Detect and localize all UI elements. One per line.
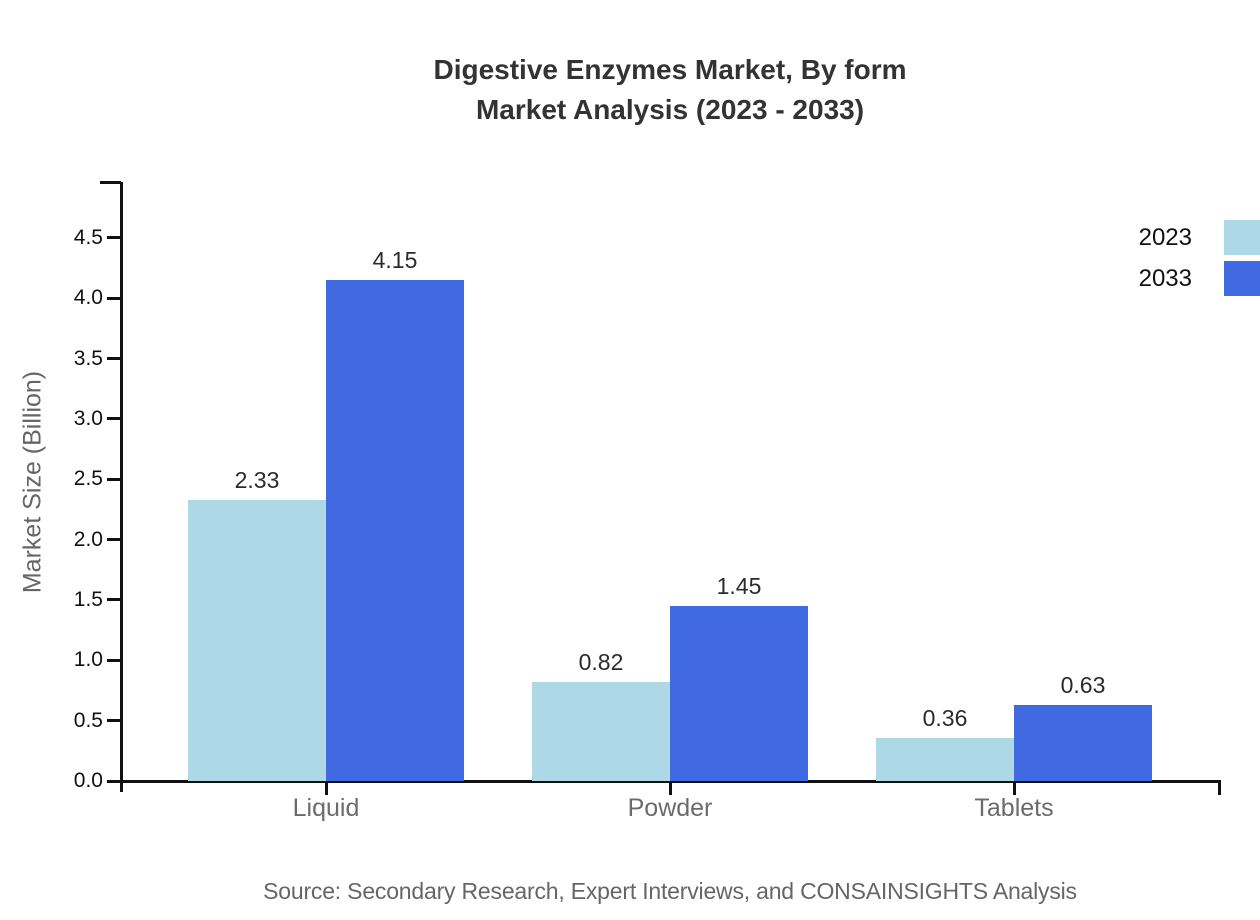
bar-2033-liquid [326,280,464,781]
y-tick-label: 0.5 [73,708,103,732]
x-tick-mark [324,781,328,795]
y-tick-label: 2.0 [73,527,103,551]
y-tick-mark [107,658,121,662]
legend-swatch-2023 [1224,220,1260,255]
y-tick-label: 3.0 [73,406,103,430]
x-axis-line [107,780,1221,783]
y-tick-label: 4.5 [73,225,103,249]
y-axis-top-cap [100,181,121,184]
legend-swatch-2033 [1224,261,1260,296]
source-note: Source: Secondary Research, Expert Inter… [263,878,1077,904]
y-tick-mark [107,538,121,542]
legend-label-2033: 2033 [1138,265,1192,292]
y-tick-mark [107,236,121,240]
value-label: 0.63 [1060,671,1106,698]
bar-2033-powder [670,605,808,781]
bar-2023-powder [532,682,670,781]
bar-2033-tablets [1014,704,1152,781]
y-tick-label: 3.5 [73,346,103,370]
value-label: 2.33 [234,466,280,493]
chart-title-line1: Digestive Enzymes Market, By form [433,54,907,85]
value-label: 0.82 [578,649,624,676]
x-tick-mark [668,781,672,795]
y-tick-mark [107,598,121,602]
chart-title-line2: Market Analysis (2023 - 2033) [475,94,865,125]
y-tick-mark [107,719,121,723]
y-tick-label: 0.0 [73,769,103,792]
y-tick-label: 2.5 [73,467,103,491]
y-tick-label: 1.0 [73,648,103,672]
bar-2023-liquid [188,499,326,781]
value-label: 4.15 [372,247,418,274]
value-label: 1.45 [716,572,762,599]
chart-title: Digestive Enzymes Market, By form Market… [433,50,906,130]
bar-2023-tablets [876,737,1014,781]
legend-label-2023: 2023 [1138,224,1192,251]
value-label: 0.36 [922,704,968,731]
y-axis-line [120,182,123,792]
x-axis-right-cap [1218,780,1221,795]
y-tick-mark [107,357,121,361]
y-tick-mark [107,477,121,481]
y-tick-label: 4.0 [73,286,103,310]
y-tick-mark [107,417,121,421]
category-label-powder: Powder [627,794,713,822]
x-tick-mark [1012,781,1016,795]
category-label-tablets: Tablets [974,794,1054,822]
y-tick-mark [107,779,121,783]
y-tick-label: 1.5 [73,587,103,611]
category-label-liquid: Liquid [292,794,360,822]
y-tick-mark [107,296,121,300]
